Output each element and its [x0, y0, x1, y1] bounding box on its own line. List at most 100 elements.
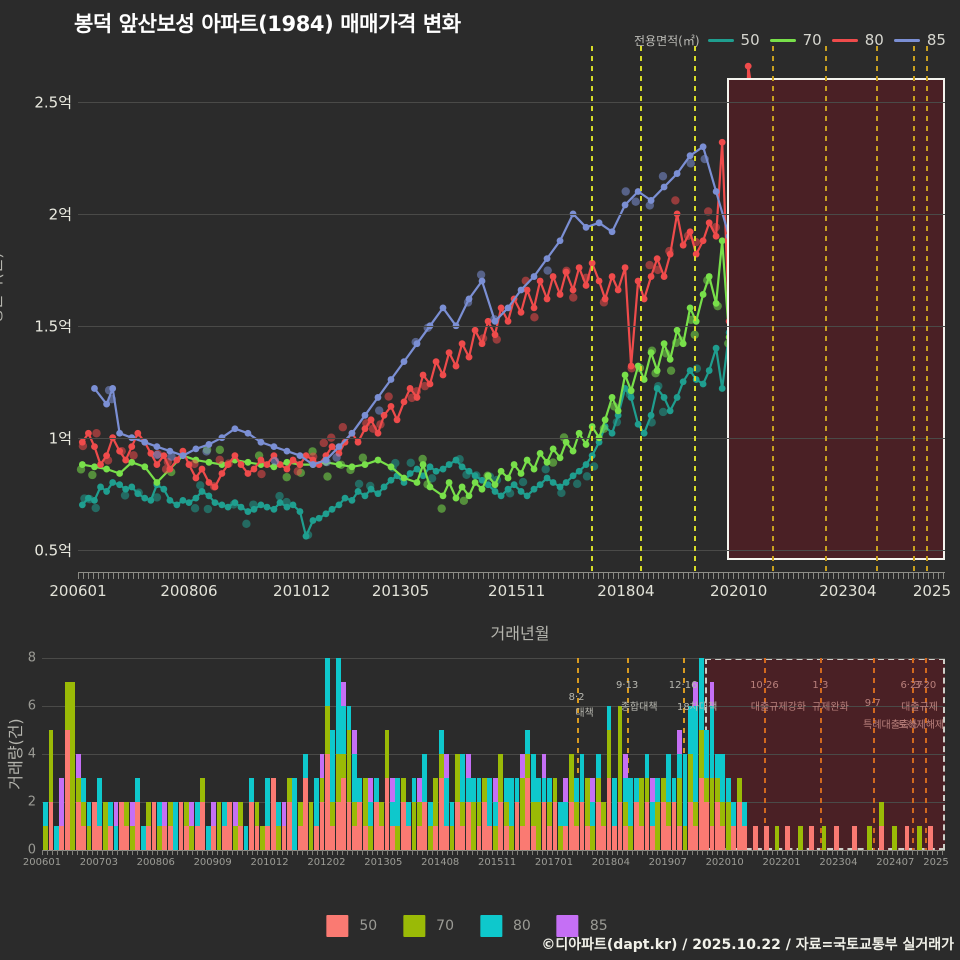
event-date-10·26: 10·26 [750, 680, 779, 691]
series-point-85 [556, 237, 564, 245]
series-point-85 [283, 447, 291, 455]
volume-bar-50 [167, 826, 173, 850]
volume-bar-85 [232, 802, 238, 826]
legend-label: 85 [589, 918, 608, 934]
series-point-80 [634, 277, 642, 285]
series-point-70 [497, 467, 505, 475]
series-point-70 [361, 461, 369, 468]
series-point-70 [452, 494, 460, 502]
volume-legend-item-85[interactable]: 85 [556, 915, 608, 937]
volume-legend-item-50[interactable]: 50 [326, 915, 377, 937]
series-point-80 [640, 295, 648, 303]
volume-chart-annotations: 8·2 대책 9·13 종합대책 12·16 18차대책 10·26 대출규제강화 1·3 규제완… [42, 658, 945, 850]
volume-bar-50 [612, 826, 617, 850]
series-point-80 [97, 461, 104, 468]
gridline [78, 213, 945, 215]
volume-bar-50 [879, 826, 885, 850]
x-tick-label: 201511 [478, 857, 517, 868]
series-point-80 [328, 443, 336, 451]
series-point-85 [595, 219, 603, 227]
volume-bar-80 [460, 754, 466, 802]
series-point-50 [134, 490, 142, 498]
series-point-80 [621, 264, 629, 271]
volume-bar-70 [276, 826, 281, 850]
volume-bar-70 [438, 754, 444, 778]
volume-bar-50 [736, 802, 742, 850]
volume-bar-85 [590, 778, 596, 802]
volume-bar-80 [579, 754, 585, 802]
volume-bar-70 [519, 778, 525, 826]
series-point-50 [484, 481, 492, 489]
series-point-70 [575, 429, 583, 437]
legend-item-70[interactable]: 70 [769, 31, 822, 49]
volume-bar-50 [389, 826, 395, 850]
series-point-50 [198, 488, 206, 495]
event-line-12·16 [693, 46, 696, 572]
volume-bar-85 [519, 754, 525, 778]
volume-bar-80 [140, 826, 146, 850]
series-point-70 [128, 458, 136, 466]
x-tick-label: 201511 [488, 582, 546, 600]
volume-bar-50 [454, 802, 460, 850]
series-point-80 [244, 470, 252, 477]
series-point-80 [627, 362, 635, 370]
volume-bar-85 [622, 754, 628, 778]
series-point-70 [601, 416, 609, 424]
x-tick-label: 200601 [49, 582, 107, 600]
series-point-50 [218, 501, 226, 509]
series-point-80 [91, 443, 98, 451]
series-point-85 [231, 425, 239, 433]
volume-bar-70 [368, 826, 374, 850]
series-point-80 [608, 273, 616, 280]
volume-bar-50 [64, 730, 70, 850]
series-point-80 [484, 317, 492, 325]
volume-legend-item-70[interactable]: 70 [403, 915, 454, 937]
event-line-10·26 [764, 658, 767, 850]
volume-bar-80 [687, 706, 693, 754]
volume-bar-70 [254, 802, 260, 826]
volume-bar-70 [384, 730, 390, 778]
series-point-50 [575, 467, 583, 475]
volume-bar-50 [400, 802, 406, 850]
volume-bar-80 [335, 658, 341, 754]
volume-bar-80 [173, 802, 179, 850]
volume-bar-80 [590, 802, 596, 826]
series-point-50 [179, 496, 187, 504]
series-point-80 [361, 425, 369, 433]
series-point-50 [491, 488, 499, 495]
legend-item-85[interactable]: 85 [893, 31, 946, 49]
legend-item-80[interactable]: 80 [831, 31, 884, 49]
series-point-50 [116, 481, 124, 489]
volume-legend-item-80[interactable]: 80 [480, 915, 531, 937]
series-point-50 [97, 483, 104, 491]
series-point-85 [465, 295, 473, 303]
series-point-80 [595, 277, 603, 285]
volume-bar-85 [319, 754, 325, 778]
series-point-70 [387, 463, 395, 471]
series-point-50 [471, 472, 479, 480]
volume-bar-70 [892, 826, 897, 850]
volume-bar-50 [184, 826, 189, 850]
x-tick-label: 201012 [273, 582, 331, 600]
volume-bar-80 [303, 754, 309, 778]
series-point-80 [387, 402, 395, 410]
volume-bar-80 [514, 778, 520, 802]
series-point-50 [85, 494, 92, 502]
volume-bar-70 [433, 778, 439, 826]
series-point-80 [536, 277, 544, 285]
series-point-80 [718, 138, 726, 146]
legend-item-50[interactable]: 50 [707, 31, 760, 49]
series-point-70 [244, 458, 252, 466]
event-line-6·27 [911, 658, 914, 850]
volume-bar-50 [650, 826, 655, 850]
volume-bar-80 [330, 730, 336, 802]
volume-bar-80 [465, 778, 471, 802]
volume-bar-80 [205, 826, 211, 850]
volume-bar-70 [460, 802, 466, 826]
volume-bar-80 [525, 730, 531, 754]
legend-label: 85 [926, 31, 946, 49]
volume-bar-50 [530, 826, 536, 850]
volume-bar-50 [852, 826, 858, 850]
volume-bar-50 [146, 826, 151, 850]
series-point-85 [103, 400, 111, 408]
